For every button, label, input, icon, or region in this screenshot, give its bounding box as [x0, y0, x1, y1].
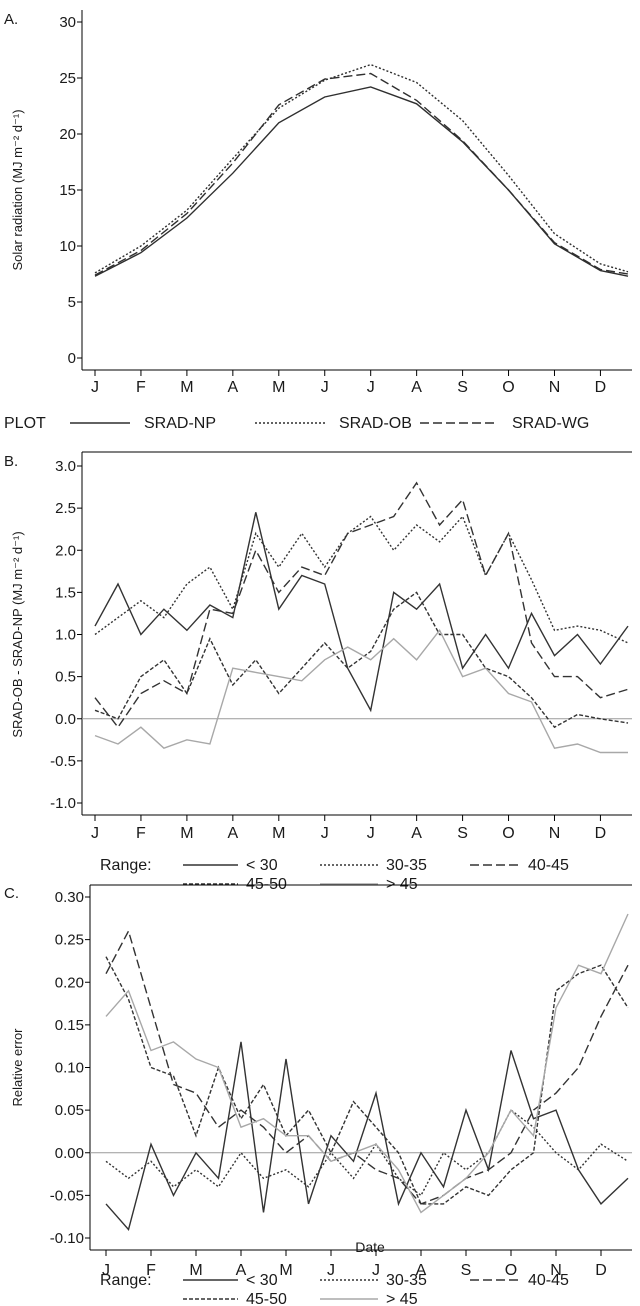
- x-tick-label: N: [549, 379, 561, 396]
- x-tick-label: D: [595, 379, 607, 396]
- legend-title: PLOT: [4, 415, 46, 432]
- x-tick-label: N: [550, 1262, 562, 1279]
- y-axis-label: Relative error: [10, 1028, 25, 1107]
- x-tick-label: F: [136, 825, 146, 842]
- panel-label: B.: [4, 453, 18, 470]
- x-tick-label: J: [321, 379, 329, 396]
- legend-label: SRAD-NP: [144, 415, 216, 432]
- panel-c: C. -0.10 -0.05 0.00 0.05 0.10 0.15 0.20 0.25 0.30…: [4, 884, 632, 1306]
- y-tick-label: 0.20: [55, 974, 84, 991]
- legend-label: < 30: [246, 1272, 278, 1289]
- series-line: [94, 512, 629, 713]
- x-tick-label: D: [595, 825, 607, 842]
- series-line: [94, 481, 629, 729]
- y-tick-label: 1.5: [55, 584, 76, 601]
- x-tick-label: J: [372, 1262, 380, 1279]
- panel-label: C.: [4, 885, 19, 902]
- series-line: [94, 86, 629, 277]
- panel-label: A.: [4, 11, 18, 28]
- legend-label: SRAD-WG: [512, 415, 589, 432]
- y-tick-label: 15: [59, 182, 76, 199]
- x-tick-label: N: [549, 825, 561, 842]
- legend-label: 40-45: [528, 857, 569, 874]
- x-axis-label: Date: [355, 1239, 385, 1255]
- x-tick-label: O: [502, 379, 514, 396]
- x-tick-label: M: [180, 379, 193, 396]
- series-line: [105, 1041, 629, 1231]
- x-tick-label: A: [411, 825, 422, 842]
- x-tick-label: A: [228, 379, 239, 396]
- y-tick-label: 30: [59, 14, 76, 31]
- legend-label: 30-35: [386, 857, 427, 874]
- y-tick-label: 0.5: [55, 669, 76, 686]
- y-tick-label: 5: [68, 294, 76, 311]
- y-tick-label: 20: [59, 126, 76, 143]
- x-tick-label: M: [279, 1262, 292, 1279]
- legend-label: 40-45: [528, 1272, 569, 1289]
- legend-title: Range:: [100, 857, 152, 874]
- series-line: [105, 913, 629, 1214]
- series-line: [105, 1109, 629, 1197]
- panel-a: A. 0 5 10 15 20 25 30 Solar radiation (MJ m⁻² d⁻…: [4, 10, 632, 432]
- y-axis-label: Solar radiation (MJ m⁻² d⁻¹): [10, 109, 25, 270]
- x-tick-label: F: [136, 379, 146, 396]
- y-tick-label: 0.10: [55, 1060, 84, 1077]
- x-tick-label: S: [457, 379, 468, 396]
- x-tick-label: O: [505, 1262, 517, 1279]
- series-line: [94, 63, 629, 274]
- x-tick-label: A: [411, 379, 422, 396]
- y-tick-label: 1.0: [55, 627, 76, 644]
- series-line: [94, 515, 629, 644]
- x-tick-label: M: [272, 379, 285, 396]
- y-tick-label: 0.0: [55, 711, 76, 728]
- x-tick-label: A: [236, 1262, 247, 1279]
- y-tick-label: 0: [68, 350, 76, 367]
- y-tick-label: -1.0: [50, 795, 76, 812]
- x-tick-label: M: [180, 825, 193, 842]
- y-tick-label: -0.05: [50, 1187, 84, 1204]
- x-tick-label: M: [189, 1262, 202, 1279]
- x-tick-label: M: [272, 825, 285, 842]
- x-tick-label: A: [228, 825, 239, 842]
- y-tick-label: 25: [59, 70, 76, 87]
- series-line: [105, 956, 629, 1205]
- y-tick-label: 0.30: [55, 889, 84, 906]
- panel-b: B. -1.0 -0.5 0.0 0.5 1.0 1.5 2.0 2.5 3.0 SRAD-OB -…: [4, 451, 632, 893]
- series-line: [94, 591, 629, 729]
- legend-title: Range:: [100, 1272, 152, 1289]
- legend-label: > 45: [386, 1291, 418, 1306]
- x-tick-label: S: [457, 825, 468, 842]
- y-tick-label: -0.10: [50, 1230, 84, 1247]
- y-tick-label: 0.05: [55, 1102, 84, 1119]
- legend-label: SRAD-OB: [339, 415, 412, 432]
- y-tick-label: 0.15: [55, 1017, 84, 1034]
- series-line: [105, 929, 629, 1205]
- x-tick-label: J: [327, 1262, 335, 1279]
- y-tick-label: 2.0: [55, 542, 76, 559]
- x-tick-label: O: [502, 825, 514, 842]
- y-tick-label: 10: [59, 238, 76, 255]
- x-tick-label: J: [367, 379, 375, 396]
- series-line: [94, 72, 629, 276]
- x-tick-label: D: [595, 1262, 607, 1279]
- x-tick-label: J: [367, 825, 375, 842]
- y-axis-label: SRAD-OB - SRAD-NP (MJ m⁻² d⁻¹): [10, 531, 25, 737]
- legend-label: < 30: [246, 857, 278, 874]
- x-tick-label: F: [146, 1262, 156, 1279]
- x-tick-label: S: [461, 1262, 472, 1279]
- x-tick-label: J: [321, 825, 329, 842]
- y-tick-label: 0.25: [55, 932, 84, 949]
- series-line: [94, 628, 628, 754]
- y-tick-label: 2.5: [55, 500, 76, 517]
- y-tick-label: 3.0: [55, 458, 76, 475]
- y-tick-label: -0.5: [50, 753, 76, 770]
- x-tick-label: A: [416, 1262, 427, 1279]
- legend-label: 30-35: [386, 1272, 427, 1289]
- x-tick-label: J: [91, 379, 99, 396]
- x-tick-label: J: [91, 825, 99, 842]
- x-tick-label: J: [102, 1262, 110, 1279]
- legend-label: 45-50: [246, 1291, 287, 1306]
- y-tick-label: 0.00: [55, 1145, 84, 1162]
